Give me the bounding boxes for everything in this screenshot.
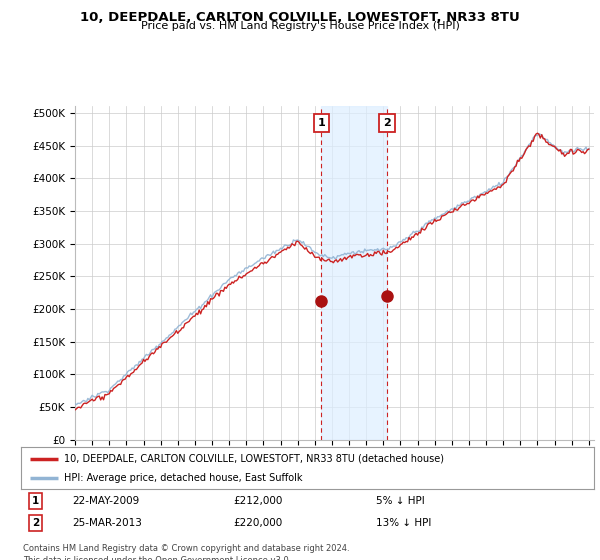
Text: £220,000: £220,000	[233, 518, 282, 528]
Text: 10, DEEPDALE, CARLTON COLVILLE, LOWESTOFT, NR33 8TU: 10, DEEPDALE, CARLTON COLVILLE, LOWESTOF…	[80, 11, 520, 24]
Text: Contains HM Land Registry data © Crown copyright and database right 2024.
This d: Contains HM Land Registry data © Crown c…	[23, 544, 349, 560]
Text: 22-MAY-2009: 22-MAY-2009	[73, 496, 140, 506]
Text: £212,000: £212,000	[233, 496, 283, 506]
Text: 25-MAR-2013: 25-MAR-2013	[73, 518, 142, 528]
Text: 1: 1	[317, 118, 325, 128]
Text: Price paid vs. HM Land Registry's House Price Index (HPI): Price paid vs. HM Land Registry's House …	[140, 21, 460, 31]
Text: 2: 2	[32, 518, 39, 528]
Text: 13% ↓ HPI: 13% ↓ HPI	[376, 518, 431, 528]
Text: 5% ↓ HPI: 5% ↓ HPI	[376, 496, 425, 506]
Text: 10, DEEPDALE, CARLTON COLVILLE, LOWESTOFT, NR33 8TU (detached house): 10, DEEPDALE, CARLTON COLVILLE, LOWESTOF…	[64, 454, 444, 464]
Bar	[322, 106, 387, 440]
Text: 1: 1	[32, 496, 39, 506]
Text: HPI: Average price, detached house, East Suffolk: HPI: Average price, detached house, East…	[64, 473, 302, 483]
Text: 2: 2	[383, 118, 391, 128]
